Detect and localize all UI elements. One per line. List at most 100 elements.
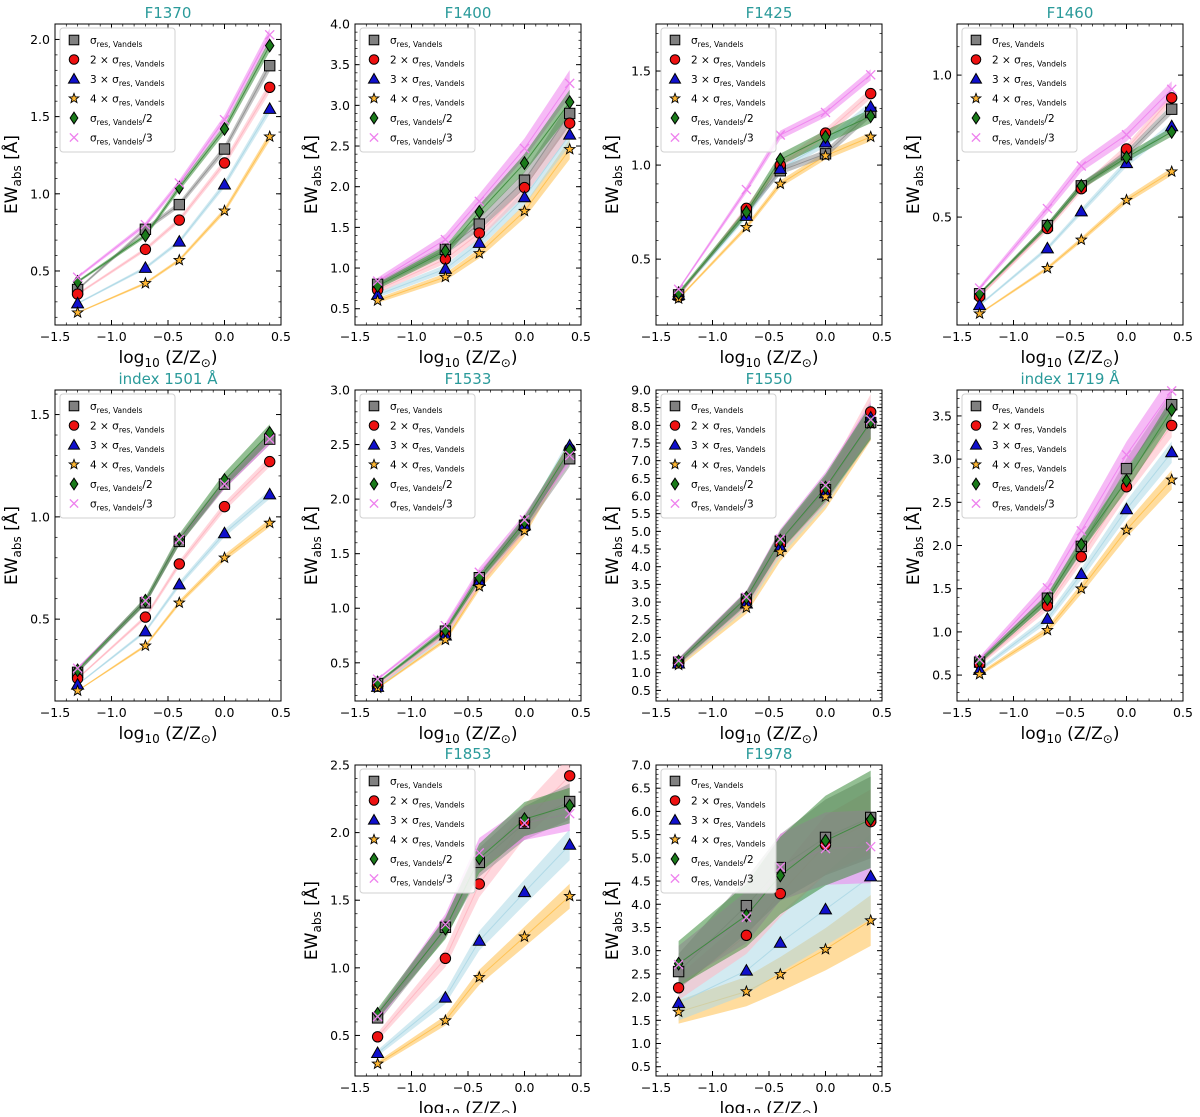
legend-marker-6 — [69, 498, 79, 509]
x-tick-label: −0.5 — [453, 1080, 483, 1095]
point-series-4 — [1074, 233, 1088, 246]
y-axis-label: EWabs [Å] — [601, 881, 625, 960]
y-tick-label: 1.5 — [631, 64, 651, 79]
legend-marker-5 — [670, 852, 680, 866]
point-series-4 — [1165, 473, 1179, 486]
point-series-6 — [372, 276, 383, 287]
panel-4: F1460 −1.5 −1.0 −0.5 0.0 0.5 0.5 1.0 log10 (Z/Z⊙… — [902, 4, 1193, 370]
x-tick-label: −0.5 — [754, 1080, 784, 1095]
band-series-5 — [979, 127, 1172, 296]
y-tick-label: 1.0 — [330, 261, 350, 276]
legend-marker-4 — [367, 92, 381, 104]
point-series-6 — [1121, 129, 1132, 140]
point-series-5 — [820, 480, 831, 495]
band-series-6 — [979, 81, 1172, 291]
panel-title: F1978 — [746, 745, 793, 763]
legend-label-4: 4 × σres, Vandels — [90, 460, 165, 474]
point-series-4 — [773, 967, 787, 980]
point-series-2 — [1075, 551, 1088, 563]
x-tick-label: −1.5 — [641, 705, 671, 720]
x-tick-label: 0.0 — [215, 329, 235, 344]
point-series-6 — [174, 178, 185, 188]
x-tick-label: −1.0 — [396, 329, 426, 344]
point-series-3 — [172, 234, 187, 247]
point-series-6 — [140, 219, 151, 230]
x-tick-label: 0.5 — [872, 1080, 892, 1095]
legend-marker-1 — [669, 34, 681, 46]
legend-marker-1 — [368, 775, 380, 787]
point-series-3 — [1040, 241, 1055, 254]
point-series-4 — [438, 270, 452, 283]
point-series-4 — [739, 600, 753, 614]
point-series-4 — [1120, 193, 1133, 206]
legend-marker-5 — [670, 477, 680, 491]
point-series-6 — [264, 29, 275, 40]
legend-label-5: σres, Vandels/2 — [691, 854, 754, 868]
point-series-6 — [264, 434, 275, 445]
y-tick-label: 0.5 — [330, 1028, 350, 1043]
y-tick-label: 6.0 — [631, 804, 651, 819]
y-axis-label: EWabs [Å] — [902, 135, 926, 214]
y-tick-label: 0.5 — [932, 210, 952, 225]
legend-box — [961, 27, 1078, 153]
legend-marker-2 — [368, 795, 380, 806]
legend-label-2: 2 × σres, Vandels — [992, 55, 1067, 69]
legend-marker-1 — [970, 34, 982, 46]
y-tick-label: 0.5 — [330, 301, 350, 316]
band-series-3 — [77, 489, 270, 686]
legend-marker-3 — [668, 438, 682, 450]
legend-marker-5 — [670, 111, 680, 125]
point-series-2 — [672, 982, 685, 994]
point-series-3 — [1074, 567, 1089, 580]
legend-label-1: σres, Vandels — [90, 35, 142, 49]
x-axis-label: log10 (Z/Z⊙) — [720, 724, 819, 746]
point-series-4 — [263, 129, 277, 143]
x-tick-label: 0.0 — [515, 705, 535, 720]
point-series-4 — [472, 970, 486, 983]
legend-marker-3 — [67, 438, 81, 450]
x-axis-label: log10 (Z/Z⊙) — [419, 1099, 518, 1113]
panel-title: F1533 — [445, 370, 492, 388]
point-series-6 — [865, 69, 876, 80]
point-series-3 — [1119, 502, 1134, 515]
legend-marker-3 — [969, 72, 983, 84]
legend-label-4: 4 × σres, Vandels — [992, 94, 1067, 108]
point-series-5 — [372, 1006, 383, 1022]
legend-marker-4 — [367, 458, 381, 470]
y-tick-label: 1.5 — [330, 546, 350, 561]
x-tick-label: −1.0 — [697, 329, 727, 344]
panel-title: F1550 — [746, 370, 793, 388]
point-series-4 — [371, 1057, 385, 1070]
x-tick-label: 0.0 — [215, 705, 235, 720]
point-series-4 — [1040, 261, 1054, 274]
legend-label-1: σres, Vandels — [390, 401, 442, 415]
panel-title: index 1501 Å — [118, 369, 218, 388]
legend-box — [961, 393, 1078, 519]
x-tick-label: 0.5 — [1173, 705, 1193, 720]
point-series-6 — [775, 534, 786, 545]
y-tick-label: 4.5 — [631, 874, 651, 889]
y-tick-label: 2.5 — [330, 437, 350, 452]
x-tick-label: 0.5 — [571, 329, 591, 344]
point-series-6 — [72, 663, 83, 674]
y-tick-label: 4.0 — [631, 897, 651, 912]
y-tick-label: 2.5 — [631, 966, 651, 981]
y-tick-label: 5.5 — [631, 506, 651, 521]
legend-label-5: σres, Vandels/2 — [90, 479, 153, 493]
point-series-2 — [774, 887, 786, 900]
legend-marker-3 — [67, 72, 81, 84]
y-tick-label: 2.0 — [330, 825, 350, 840]
legend-marker-6 — [369, 498, 379, 509]
x-tick-label: 0.0 — [515, 1080, 535, 1095]
legend-label-2: 2 × σres, Vandels — [992, 421, 1067, 435]
legend-marker-6 — [670, 132, 680, 143]
y-tick-label: 6.0 — [631, 489, 651, 504]
point-series-2 — [173, 214, 186, 226]
legend-marker-6 — [670, 873, 680, 884]
point-series-6 — [474, 196, 485, 207]
legend-marker-6 — [971, 498, 981, 509]
x-tick-label: −1.5 — [942, 705, 972, 720]
point-series-6 — [72, 272, 83, 283]
point-series-3 — [739, 963, 754, 976]
point-series-3 — [562, 837, 577, 850]
